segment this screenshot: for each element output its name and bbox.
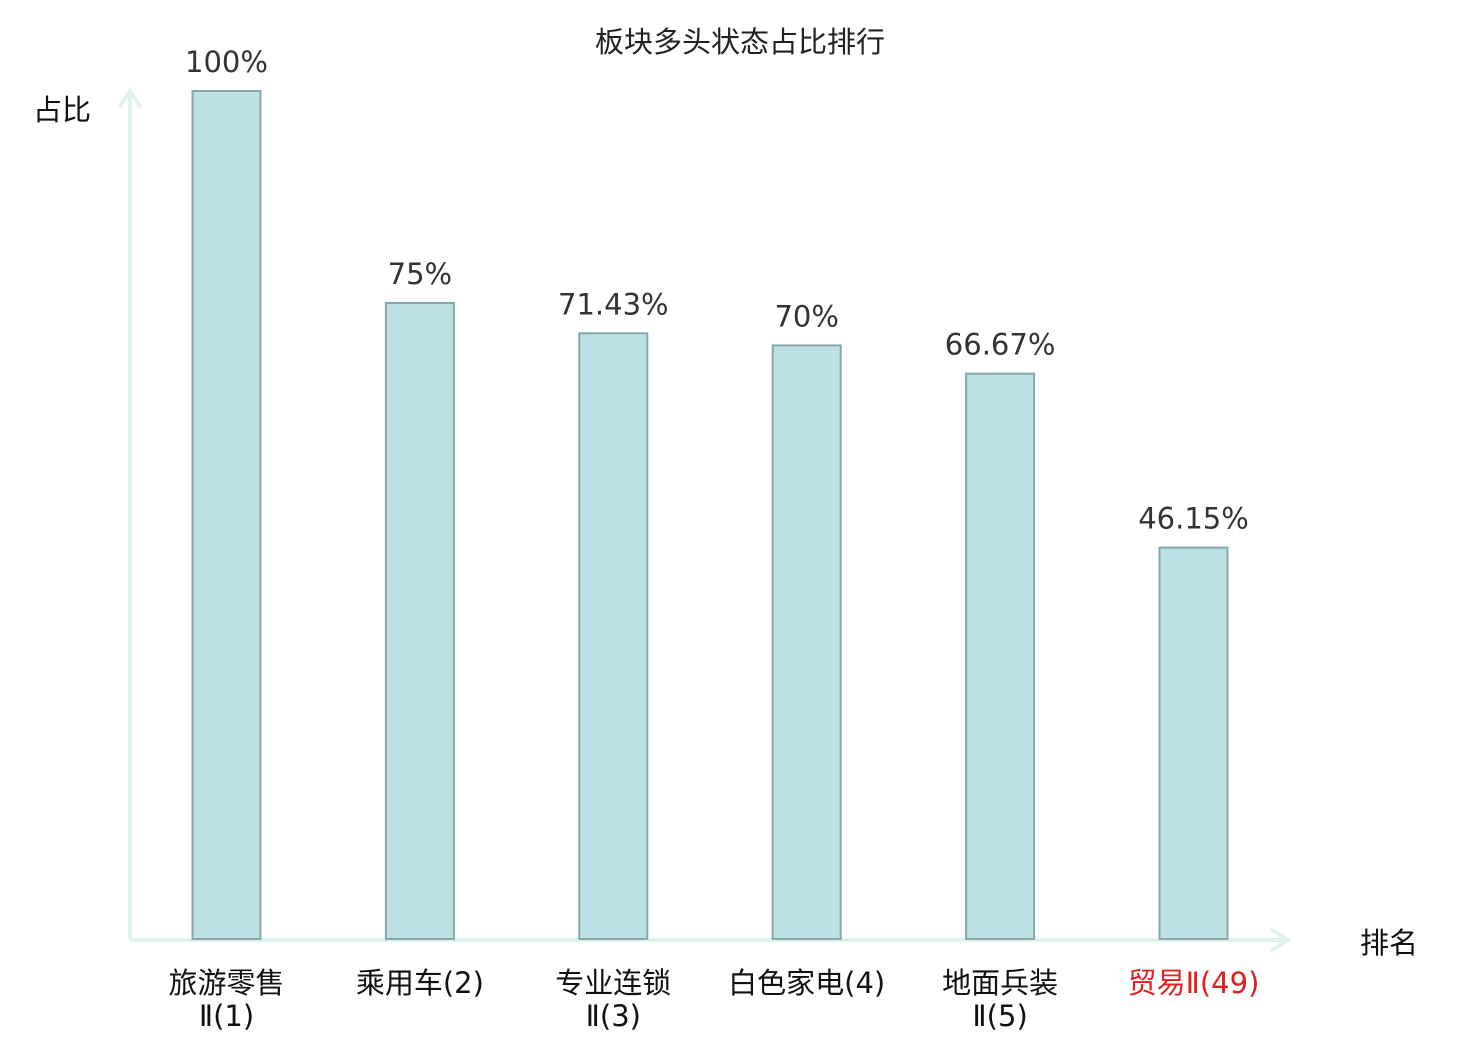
category-label-1-line-2: Ⅱ(1) [199, 999, 254, 1033]
y-axis-title: 占比 [33, 93, 91, 127]
value-labels-group: 100% 75% 71.43% 70% 66.67% 46.15% [185, 45, 1249, 536]
bar-5 [965, 372, 1036, 940]
category-label-5-line-2: Ⅱ(5) [972, 999, 1027, 1033]
bar-2 [384, 302, 455, 940]
category-label-5-line-1: 地面兵装 [942, 966, 1058, 1000]
value-label-4: 70% [774, 299, 838, 333]
category-label-1-line-1: 旅游零售 [168, 966, 284, 1000]
value-label-5: 66.67% [945, 328, 1056, 362]
bar-6 [1158, 546, 1229, 940]
value-label-6: 46.15% [1138, 502, 1249, 536]
axes [118, 87, 1292, 952]
category-label-6: 贸易Ⅱ(49) [1128, 966, 1260, 1000]
bar-3 [578, 332, 649, 940]
category-label-3-line-2: Ⅱ(3) [586, 999, 641, 1033]
category-label-4: 白色家电(4) [728, 966, 885, 1000]
x-axis-title: 排名 [1360, 926, 1418, 960]
bars-group [191, 90, 1229, 940]
x-axis-arrow [1270, 928, 1292, 952]
y-axis-arrow [118, 87, 142, 108]
value-label-3: 71.43% [558, 287, 669, 321]
chart-title: 板块多头状态占比排行 [595, 25, 885, 59]
value-label-1: 100% [185, 45, 268, 79]
category-label-3-line-1: 专业连锁 [555, 966, 671, 1000]
value-label-2: 75% [388, 257, 452, 291]
bar-4 [771, 344, 842, 940]
bar-1 [191, 90, 262, 940]
category-label-2: 乘用车(2) [356, 966, 484, 1000]
